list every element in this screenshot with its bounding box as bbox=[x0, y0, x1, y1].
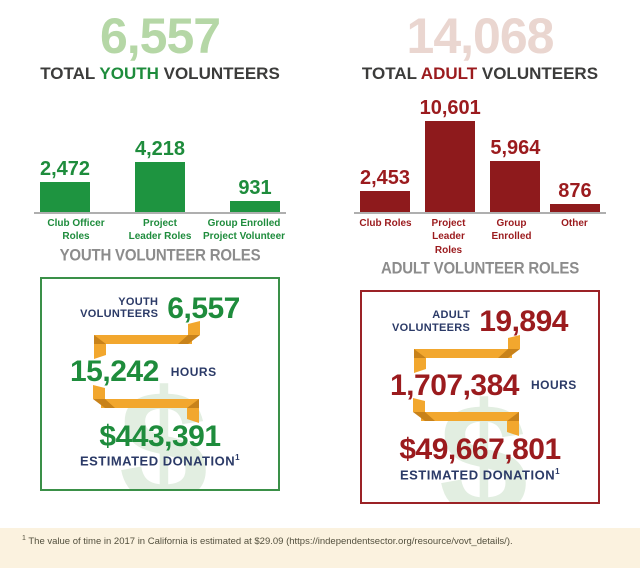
bar-column: 10,601 bbox=[420, 97, 481, 212]
adult-chart-wrap: 2,453 10,601 5,964 876 Club Roles Project Le… bbox=[354, 84, 606, 278]
youth-total-number: 6,557 bbox=[99, 8, 221, 64]
dollar-watermark-icon: $ bbox=[439, 370, 529, 504]
youth-hours-label: HOURS bbox=[170, 364, 217, 379]
bar bbox=[40, 182, 91, 212]
bar bbox=[135, 161, 186, 212]
adult-chart-bars: 2,453 10,601 5,964 876 bbox=[354, 84, 606, 212]
adult-subtitle: TOTAL ADULT VOLUNTEERS bbox=[362, 64, 598, 84]
youth-volunteers-label: YOUTH VOLUNTEERS bbox=[80, 296, 158, 321]
bar-column: 4,218 bbox=[135, 138, 185, 212]
adult-hours-value: 1,707,384 bbox=[390, 368, 519, 402]
adult-total-number: 14,068 bbox=[406, 8, 555, 64]
footnote: 1 The value of time in 2017 in Californi… bbox=[22, 535, 640, 547]
bar-category-label: Club Officer Roles bbox=[47, 217, 105, 243]
youth-subtitle-accent: YOUTH bbox=[99, 63, 159, 83]
adult-volunteer-roles-chart: 2,453 10,601 5,964 876 Club Roles Project Le… bbox=[354, 84, 606, 258]
adult-subtitle-prefix: TOTAL bbox=[361, 63, 417, 83]
bar-column: 2,453 bbox=[360, 167, 410, 212]
youth-chart-axis bbox=[34, 211, 286, 214]
adult-donation-label: ESTIMATED DONATION1 bbox=[362, 467, 598, 482]
gold-ribbon-icon bbox=[84, 384, 209, 423]
bar-column: 2,472 bbox=[40, 158, 91, 212]
adult-column: 14,068 TOTAL ADULT VOLUNTEERS 2,453 10,60… bbox=[320, 0, 640, 504]
bar-value-label: 5,964 bbox=[490, 136, 541, 159]
adult-label-line2: VOLUNTEERS bbox=[392, 321, 471, 334]
youth-label-line1: YOUTH bbox=[118, 295, 159, 308]
footnote-marker: 1 bbox=[235, 453, 241, 462]
bar-column: 931 bbox=[230, 177, 280, 212]
youth-subtitle-suffix: VOLUNTEERS bbox=[163, 63, 280, 83]
bar bbox=[425, 120, 476, 212]
bar-value-label: 2,453 bbox=[360, 166, 411, 189]
adult-chart-axis bbox=[354, 211, 606, 214]
adult-volunteers-label: ADULT VOLUNTEERS bbox=[392, 309, 470, 334]
gold-ribbon-icon bbox=[404, 398, 529, 436]
youth-donation-value: $443,391 bbox=[99, 419, 221, 453]
bar bbox=[490, 160, 541, 212]
adult-hours-row: 1,707,384 HOURS bbox=[362, 368, 598, 402]
adult-chart-title: ADULT VOLUNTEER ROLES bbox=[380, 259, 580, 278]
bar-category-label: Other bbox=[561, 217, 588, 229]
dollar-watermark-icon: $ bbox=[119, 356, 209, 491]
adult-donation-label-text: ESTIMATED DONATION bbox=[399, 466, 556, 482]
adult-hours-label: HOURS bbox=[530, 378, 577, 393]
youth-hours-value: 15,242 bbox=[70, 355, 159, 388]
bar-column: 5,964 bbox=[490, 137, 540, 212]
bar bbox=[230, 200, 280, 212]
bar-value-label: 4,218 bbox=[135, 137, 186, 160]
adult-subtitle-accent: ADULT bbox=[420, 63, 478, 83]
youth-chart-labels: Club Officer Roles Project Leader Roles Grou… bbox=[34, 217, 286, 244]
bar-category-label: Group Enrolled Project Volunteer bbox=[202, 217, 286, 243]
adult-chart-labels: Club Roles Project Leader Roles Group Enroll… bbox=[354, 217, 606, 258]
adult-subtitle-suffix: VOLUNTEERS bbox=[481, 63, 599, 83]
gold-ribbon-icon bbox=[404, 334, 529, 373]
bar-value-label: 2,472 bbox=[40, 158, 91, 181]
bar-category-label: Group Enrolled bbox=[491, 217, 532, 243]
bar bbox=[360, 190, 411, 212]
youth-donation-row: $443,391 ESTIMATED DONATION1 bbox=[42, 419, 278, 468]
adult-label-line1: ADULT bbox=[432, 309, 471, 322]
footnote-sup: 1 bbox=[22, 535, 26, 542]
youth-subtitle: TOTAL YOUTH VOLUNTEERS bbox=[40, 64, 280, 84]
bar-category-label: Project Leader Roles bbox=[128, 217, 192, 243]
bar-value-label: 931 bbox=[238, 176, 272, 199]
bar-category-label: Club Roles bbox=[359, 217, 412, 229]
adult-volunteers-value: 19,894 bbox=[479, 305, 568, 338]
youth-chart-bars: 2,472 4,218 931 bbox=[34, 84, 286, 212]
bar-value-label: 10,601 bbox=[419, 96, 481, 119]
two-column-layout: 6,557 TOTAL YOUTH VOLUNTEERS 2,472 4,218 9… bbox=[0, 0, 640, 504]
gold-ribbon-icon bbox=[84, 321, 209, 359]
adult-donation-value: $49,667,801 bbox=[399, 433, 561, 466]
footer-band: 1 The value of time in 2017 in Californi… bbox=[0, 528, 640, 568]
youth-volunteers-row: YOUTH VOLUNTEERS 6,557 bbox=[42, 291, 278, 325]
adult-volunteers-row: ADULT VOLUNTEERS 19,894 bbox=[362, 306, 598, 338]
youth-column: 6,557 TOTAL YOUTH VOLUNTEERS 2,472 4,218 9… bbox=[0, 0, 320, 504]
adult-donation-row: $49,667,801 ESTIMATED DONATION1 bbox=[362, 434, 598, 482]
youth-hours-row: 15,242 HOURS bbox=[42, 356, 278, 388]
adult-stat-box: $ ADULT VOLUNTEERS 19,894 bbox=[360, 290, 600, 504]
youth-stat-box: $ YOUTH VOLUNTEERS 6,557 bbox=[40, 276, 280, 491]
youth-volunteer-roles-chart: 2,472 4,218 931 Club Officer Roles Project Le… bbox=[34, 84, 286, 244]
bar-value-label: 876 bbox=[558, 180, 592, 202]
youth-volunteers-value: 6,557 bbox=[167, 291, 240, 325]
footnote-marker: 1 bbox=[555, 466, 561, 476]
footnote-text: The value of time in 2017 in California … bbox=[28, 536, 513, 548]
youth-label-line2: VOLUNTEERS bbox=[80, 308, 159, 321]
youth-donation-label: ESTIMATED DONATION1 bbox=[42, 453, 278, 468]
youth-chart-title: YOUTH VOLUNTEER ROLES bbox=[59, 245, 261, 265]
youth-donation-label-text: ESTIMATED DONATION bbox=[79, 453, 236, 469]
bar-column: 876 bbox=[549, 180, 600, 212]
youth-chart-wrap: 2,472 4,218 931 Club Officer Roles Project Le… bbox=[34, 84, 286, 264]
youth-subtitle-prefix: TOTAL bbox=[40, 63, 95, 83]
bar-category-label: Project Leader Roles bbox=[431, 217, 466, 256]
bar bbox=[549, 204, 600, 212]
